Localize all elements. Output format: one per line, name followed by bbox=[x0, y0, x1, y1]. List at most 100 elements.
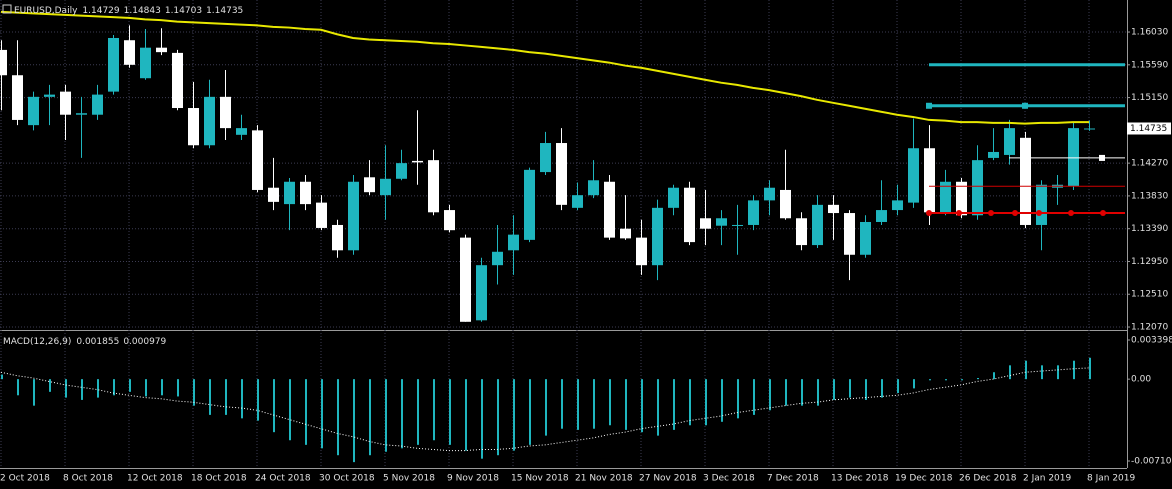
level-anchor bbox=[926, 102, 932, 109]
candle-body bbox=[156, 47, 167, 53]
macd-bar bbox=[721, 379, 723, 422]
macd-bar bbox=[833, 379, 835, 400]
macd-bar bbox=[673, 379, 675, 430]
candle-body bbox=[124, 40, 135, 65]
macd-bar bbox=[657, 379, 659, 436]
x-tick-label: 3 Dec 2018 bbox=[703, 474, 755, 484]
y-tick-label: 1.14270 bbox=[1131, 159, 1168, 169]
macd-bar bbox=[241, 379, 243, 419]
macd-bar bbox=[529, 379, 531, 445]
candle-body bbox=[364, 177, 375, 193]
macd-bar bbox=[417, 379, 419, 445]
candle-body bbox=[428, 160, 439, 213]
candle-body bbox=[332, 224, 343, 251]
candle-body bbox=[444, 210, 455, 231]
level-anchor bbox=[1099, 154, 1105, 161]
macd-bar bbox=[977, 378, 979, 380]
candle-body bbox=[748, 200, 759, 225]
y-tick-label: 1.13830 bbox=[1131, 191, 1168, 201]
macd-bar bbox=[641, 379, 643, 433]
macd-bar bbox=[289, 379, 291, 441]
candle-body bbox=[924, 148, 935, 213]
candle-body bbox=[476, 265, 487, 321]
candle-body bbox=[652, 207, 663, 266]
macd-bar bbox=[225, 379, 227, 415]
macd-bar bbox=[881, 379, 883, 398]
macd-bar bbox=[577, 379, 579, 430]
macd-bar bbox=[49, 379, 51, 392]
candle-body bbox=[108, 37, 119, 92]
chart-title: EURUSD,Daily bbox=[14, 6, 78, 16]
macd-bar bbox=[705, 379, 707, 426]
macd-bar bbox=[849, 379, 851, 398]
candle-body bbox=[92, 94, 103, 115]
candle-body bbox=[60, 91, 71, 115]
candle-body bbox=[796, 218, 807, 246]
candle-body bbox=[892, 200, 903, 211]
high-value: 1.14843 bbox=[124, 6, 161, 16]
candle-body bbox=[236, 128, 247, 135]
macd-bar bbox=[609, 379, 611, 426]
candle-body bbox=[1004, 128, 1015, 155]
candle-body bbox=[620, 228, 631, 239]
candle-body bbox=[636, 237, 647, 266]
macd-bar bbox=[113, 379, 115, 396]
macd-bar bbox=[401, 379, 403, 449]
candle-body bbox=[812, 204, 823, 246]
y-tick-label: 1.15590 bbox=[1131, 60, 1168, 70]
macd-bar bbox=[961, 379, 963, 381]
macd-bar bbox=[1009, 365, 1011, 380]
candle-body bbox=[44, 94, 55, 97]
open-value: 1.14729 bbox=[82, 6, 119, 16]
candle-body bbox=[188, 108, 199, 146]
macd-bar bbox=[561, 379, 563, 429]
x-tick-label: 18 Oct 2018 bbox=[191, 474, 247, 484]
candle-body bbox=[316, 202, 327, 228]
level-anchor bbox=[956, 210, 962, 217]
x-tick-label: 8 Oct 2018 bbox=[63, 474, 113, 484]
macd-title: MACD(12,26,9) bbox=[3, 337, 71, 347]
macd-bar bbox=[161, 379, 163, 396]
x-tick-label: 26 Dec 2018 bbox=[959, 474, 1017, 484]
close-value: 1.14735 bbox=[206, 6, 243, 16]
macd-bar bbox=[369, 379, 371, 456]
low-value: 1.14703 bbox=[165, 6, 202, 16]
macd-bar bbox=[81, 379, 83, 400]
macd-bar bbox=[337, 379, 339, 456]
macd-bar bbox=[1041, 365, 1043, 380]
symbol-icon bbox=[2, 4, 12, 14]
candle-body bbox=[1020, 137, 1031, 225]
macd-bar bbox=[321, 379, 323, 449]
candle-body bbox=[348, 181, 359, 251]
candle-body bbox=[412, 160, 423, 163]
macd-bar bbox=[97, 379, 99, 398]
macd-bar bbox=[1073, 360, 1075, 380]
x-tick-label: 8 Jan 2019 bbox=[1087, 474, 1135, 484]
y-tick-label: 1.12070 bbox=[1131, 323, 1168, 333]
level-anchor bbox=[1036, 210, 1042, 217]
candle-body bbox=[268, 187, 279, 202]
candle-body bbox=[700, 218, 711, 229]
macd-bar bbox=[801, 379, 803, 406]
macd-header: MACD(12,26,9) 0.001855 0.000979 bbox=[3, 337, 167, 347]
x-tick-label: 9 Nov 2018 bbox=[447, 474, 499, 484]
signal-line bbox=[0, 367, 1090, 452]
x-tick-label: 30 Oct 2018 bbox=[319, 474, 375, 484]
candle-body bbox=[140, 47, 151, 79]
macd-bar bbox=[433, 379, 435, 441]
y-tick-label: 1.12510 bbox=[1131, 290, 1168, 300]
macd-bar bbox=[129, 379, 131, 392]
macd-bar bbox=[193, 379, 195, 406]
candle-body bbox=[1084, 128, 1095, 130]
macd-bar bbox=[865, 379, 867, 400]
candle-body bbox=[220, 96, 231, 129]
x-tick-label: 15 Nov 2018 bbox=[511, 474, 569, 484]
candle-body bbox=[732, 224, 743, 226]
y-tick-label: 1.12950 bbox=[1131, 257, 1168, 267]
level-anchor bbox=[1100, 210, 1106, 217]
price-tag bbox=[1127, 122, 1171, 135]
macd-bar bbox=[177, 379, 179, 397]
x-tick-label: 27 Nov 2018 bbox=[639, 474, 697, 484]
y-tick-label: 1.16030 bbox=[1131, 28, 1168, 38]
candle-body bbox=[556, 143, 567, 205]
